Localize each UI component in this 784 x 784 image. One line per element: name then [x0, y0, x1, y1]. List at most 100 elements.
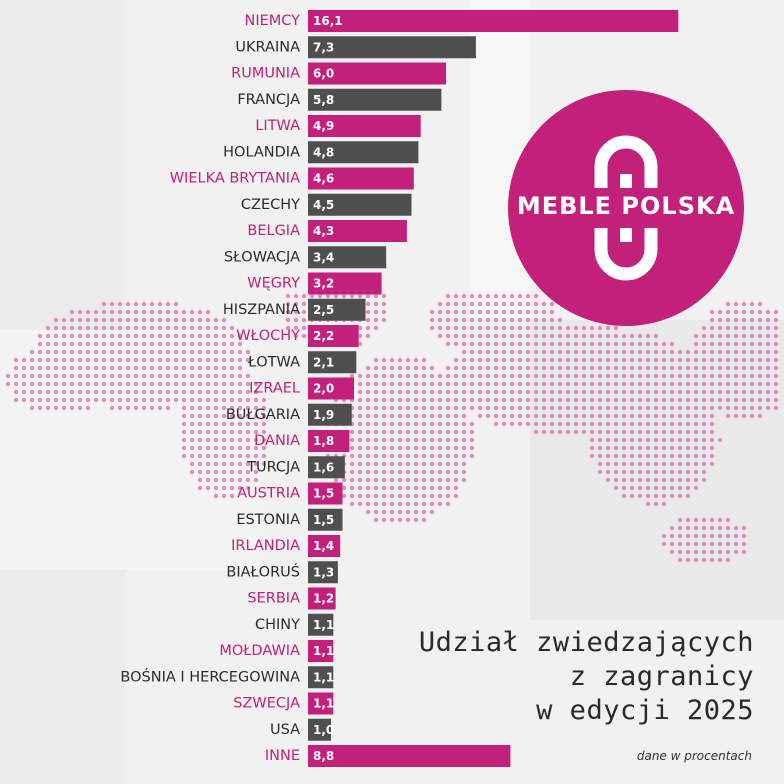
category-label: RUMUNIA: [231, 66, 300, 82]
bar-row: NIEMCY 16,1: [244, 10, 679, 32]
value-label: 4,8: [313, 145, 334, 159]
bar-row: UKRAINA 7,3: [235, 36, 476, 59]
value-label: 8,8: [313, 749, 334, 763]
bar: [308, 62, 446, 85]
bar-row: BUŁGARIA 1,9: [226, 403, 352, 426]
bar-row: BIAŁORUŚ 1,3: [226, 561, 338, 584]
bar-row: CZECHY 4,5: [241, 193, 412, 216]
bar-row: TURCJA 1,6: [246, 456, 345, 479]
bar: [308, 88, 442, 111]
bar: [308, 167, 414, 190]
bar: [308, 403, 352, 426]
category-label: CHINY: [255, 617, 300, 633]
bar: [308, 325, 359, 347]
value-label: 3,4: [313, 250, 334, 264]
bar-row: SERBIA 1,2: [247, 587, 336, 610]
bar: [308, 482, 343, 505]
bar-row: ESTONIA 1,5: [236, 508, 343, 531]
bar-row: CHINY 1,1: [255, 613, 334, 636]
value-label: 1,4: [313, 539, 334, 553]
value-label: 6,0: [313, 67, 334, 81]
value-label: 1,1: [313, 697, 334, 711]
category-label: WIELKA BRYTANIA: [170, 171, 300, 187]
category-label: USA: [270, 722, 300, 738]
value-label: 1,8: [313, 434, 334, 448]
value-label: 2,1: [313, 355, 334, 369]
logo-text: MEBLE POLSKA: [516, 192, 736, 220]
bar-row: BOŚNIA I HERCEGOWINA 1,1: [120, 666, 334, 689]
value-label: 1,1: [313, 670, 334, 684]
bar-row: USA 1,0: [270, 718, 334, 741]
value-label: 5,8: [313, 93, 334, 107]
category-label: ŁOTWA: [247, 354, 300, 370]
bar: [308, 272, 382, 295]
bar: [308, 640, 334, 662]
bar: [308, 535, 341, 557]
value-label: 4,9: [313, 119, 334, 133]
bar: [308, 745, 511, 767]
category-label: ESTONIA: [236, 512, 300, 528]
bar: [308, 36, 476, 59]
bar: [308, 141, 419, 164]
value-label: 2,0: [313, 382, 334, 396]
bar-row: HISZPANIA 2,5: [223, 298, 366, 321]
category-label: TURCJA: [246, 459, 300, 475]
bar: [308, 692, 334, 715]
bar-row: LITWA 4,9: [255, 115, 421, 137]
bar: [308, 718, 331, 741]
value-label: 1,1: [313, 644, 334, 658]
bar: [308, 377, 354, 400]
bar-row: IRLANDIA 1,4: [231, 535, 341, 557]
category-label: MOŁDAWIA: [219, 643, 300, 659]
bar: [308, 456, 345, 479]
bar-row: DANIA 1,8: [254, 430, 350, 452]
units-note: dane w procentach: [636, 749, 752, 763]
value-label: 4,3: [313, 224, 334, 238]
category-label: INNE: [265, 748, 300, 764]
bar-row: AUSTRIA 1,5: [237, 482, 343, 505]
value-label: 7,3: [313, 40, 334, 54]
bar-row: BELGIA 4,3: [247, 220, 407, 242]
chart-title: Udział zwiedzających z zagranicy w edycj…: [419, 626, 754, 728]
category-label: HISZPANIA: [223, 302, 300, 318]
bar: [308, 613, 334, 636]
category-label: IZRAEL: [249, 381, 300, 397]
bar-row: SŁOWACJA 3,4: [224, 246, 387, 269]
bar: [308, 10, 679, 32]
bar: [308, 587, 336, 610]
value-label: 2,5: [313, 303, 334, 317]
bar: [308, 298, 366, 321]
logo-link-icon: [588, 135, 664, 281]
value-label: 1,6: [313, 460, 334, 474]
category-label: BIAŁORUŚ: [226, 562, 300, 580]
bar-row: SZWECJA 1,1: [233, 692, 334, 715]
category-label: LITWA: [255, 118, 300, 134]
bar-row: INNE 8,8: [265, 745, 511, 767]
bar: [308, 193, 412, 216]
bar-row: ŁOTWA 2,1: [247, 351, 357, 374]
category-label: SERBIA: [247, 591, 300, 607]
bar: [308, 351, 357, 374]
bar-row: WŁOCHY 2,2: [236, 325, 359, 347]
bar: [308, 561, 338, 584]
bar: [308, 115, 421, 137]
bar: [308, 220, 407, 242]
value-label: 2,2: [313, 329, 334, 343]
category-label: UKRAINA: [235, 39, 300, 55]
category-label: BOŚNIA I HERCEGOWINA: [120, 667, 300, 685]
bar-row: FRANCJA 5,8: [237, 88, 442, 111]
bar: [308, 666, 334, 689]
value-label: 1,9: [313, 408, 334, 422]
value-label: 1,3: [313, 565, 334, 579]
value-label: 1,2: [313, 592, 334, 606]
title-line-3: w edycji 2025: [536, 695, 754, 726]
bar-row: WĘGRY 3,2: [247, 272, 382, 295]
category-label: FRANCJA: [237, 92, 300, 108]
value-label: 1,1: [313, 618, 334, 632]
bar-row: RUMUNIA 6,0: [231, 62, 446, 85]
category-label: AUSTRIA: [237, 486, 300, 502]
bar-row: HOLANDIA 4,8: [223, 141, 419, 164]
value-label: 1,5: [313, 487, 334, 501]
title-line-2: z zagranicy: [569, 661, 754, 692]
